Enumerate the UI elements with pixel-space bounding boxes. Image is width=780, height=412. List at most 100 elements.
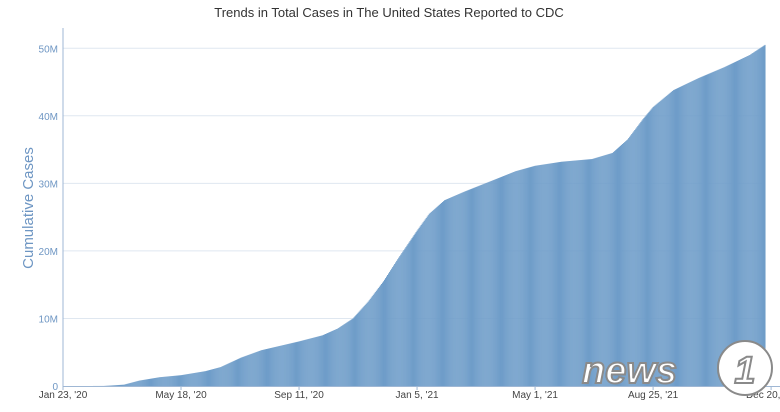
daily-bar: [139, 381, 140, 386]
daily-bar: [233, 361, 234, 386]
daily-bar: [286, 344, 287, 386]
daily-bar: [143, 380, 144, 386]
daily-bar: [670, 93, 671, 386]
daily-bar: [407, 244, 408, 386]
daily-bar: [336, 329, 337, 386]
daily-bar: [294, 342, 295, 386]
daily-bar: [406, 246, 407, 386]
daily-bar: [514, 172, 515, 386]
daily-bar: [135, 382, 136, 386]
daily-bar: [256, 352, 257, 386]
daily-bar: [183, 375, 184, 386]
daily-bar: [235, 360, 236, 386]
daily-bar: [546, 164, 547, 386]
daily-bar: [269, 348, 270, 386]
daily-bar: [128, 384, 129, 386]
daily-bar: [290, 343, 291, 386]
daily-bar: [194, 373, 195, 386]
daily-bar: [557, 162, 558, 386]
daily-bar: [679, 87, 680, 386]
daily-bar: [636, 127, 637, 386]
daily-bar: [376, 291, 377, 386]
daily-bar: [236, 360, 237, 386]
daily-bar: [412, 237, 413, 386]
daily-bar: [495, 179, 496, 386]
daily-bar: [577, 160, 578, 386]
daily-bar: [678, 88, 679, 386]
daily-bar: [445, 200, 446, 386]
daily-bar: [117, 385, 118, 386]
daily-bar: [274, 347, 275, 386]
daily-bar: [657, 104, 658, 386]
daily-bar: [709, 74, 710, 386]
news1-watermark: news 1: [582, 341, 772, 395]
daily-bar: [224, 365, 225, 386]
daily-bar: [425, 219, 426, 386]
daily-bar: [146, 379, 147, 386]
daily-bar: [452, 197, 453, 386]
daily-bar: [393, 266, 394, 386]
daily-bar: [662, 99, 663, 386]
daily-bar: [187, 374, 188, 386]
daily-bar: [649, 112, 650, 386]
daily-bar: [512, 172, 513, 386]
daily-bar: [313, 338, 314, 386]
daily-bar: [126, 384, 127, 386]
daily-bar: [394, 264, 395, 386]
daily-bar: [242, 357, 243, 386]
daily-bar: [422, 224, 423, 386]
daily-bar: [487, 183, 488, 386]
watermark-badge-number: 1: [734, 350, 755, 392]
daily-bar: [255, 352, 256, 386]
daily-bar: [638, 125, 639, 386]
daily-bar: [192, 373, 193, 386]
daily-bar: [250, 354, 251, 386]
daily-bar: [175, 376, 176, 386]
daily-bar: [441, 203, 442, 386]
daily-bar: [288, 344, 289, 386]
y-tick-label: 30M: [39, 179, 58, 190]
daily-bar: [632, 133, 633, 386]
daily-bar: [653, 107, 654, 386]
daily-bar: [494, 180, 495, 386]
daily-bar: [323, 335, 324, 386]
daily-bar: [473, 188, 474, 386]
daily-bar: [450, 198, 451, 386]
daily-bar: [291, 343, 292, 386]
daily-bar: [374, 293, 375, 386]
daily-bar: [510, 173, 511, 386]
daily-bar: [705, 75, 706, 386]
daily-bar: [253, 353, 254, 386]
daily-bar: [431, 212, 432, 386]
daily-bar: [190, 374, 191, 386]
daily-bar: [147, 379, 148, 386]
daily-bar: [650, 111, 651, 386]
daily-bar: [136, 381, 137, 386]
daily-bar: [567, 161, 568, 386]
daily-bar: [381, 284, 382, 386]
daily-bar: [496, 179, 497, 386]
daily-bar: [343, 325, 344, 386]
daily-bar: [751, 54, 752, 386]
daily-bar: [333, 330, 334, 386]
daily-bar: [718, 70, 719, 386]
daily-bar: [465, 191, 466, 386]
daily-bar: [527, 168, 528, 386]
x-tick-label: Jan 5, '21: [396, 390, 439, 401]
daily-bar: [421, 225, 422, 386]
daily-bar: [532, 167, 533, 386]
daily-bar: [344, 324, 345, 386]
daily-bar: [230, 362, 231, 386]
daily-bar: [184, 375, 185, 386]
daily-bar: [462, 192, 463, 386]
daily-bar: [574, 161, 575, 386]
daily-bar: [309, 339, 310, 386]
daily-bar: [523, 169, 524, 386]
daily-bar: [124, 385, 125, 386]
daily-bar: [491, 181, 492, 386]
daily-bar: [353, 317, 354, 386]
daily-bar: [682, 86, 683, 386]
daily-bar: [731, 64, 732, 386]
daily-bar: [339, 327, 340, 386]
daily-bar: [436, 207, 437, 386]
